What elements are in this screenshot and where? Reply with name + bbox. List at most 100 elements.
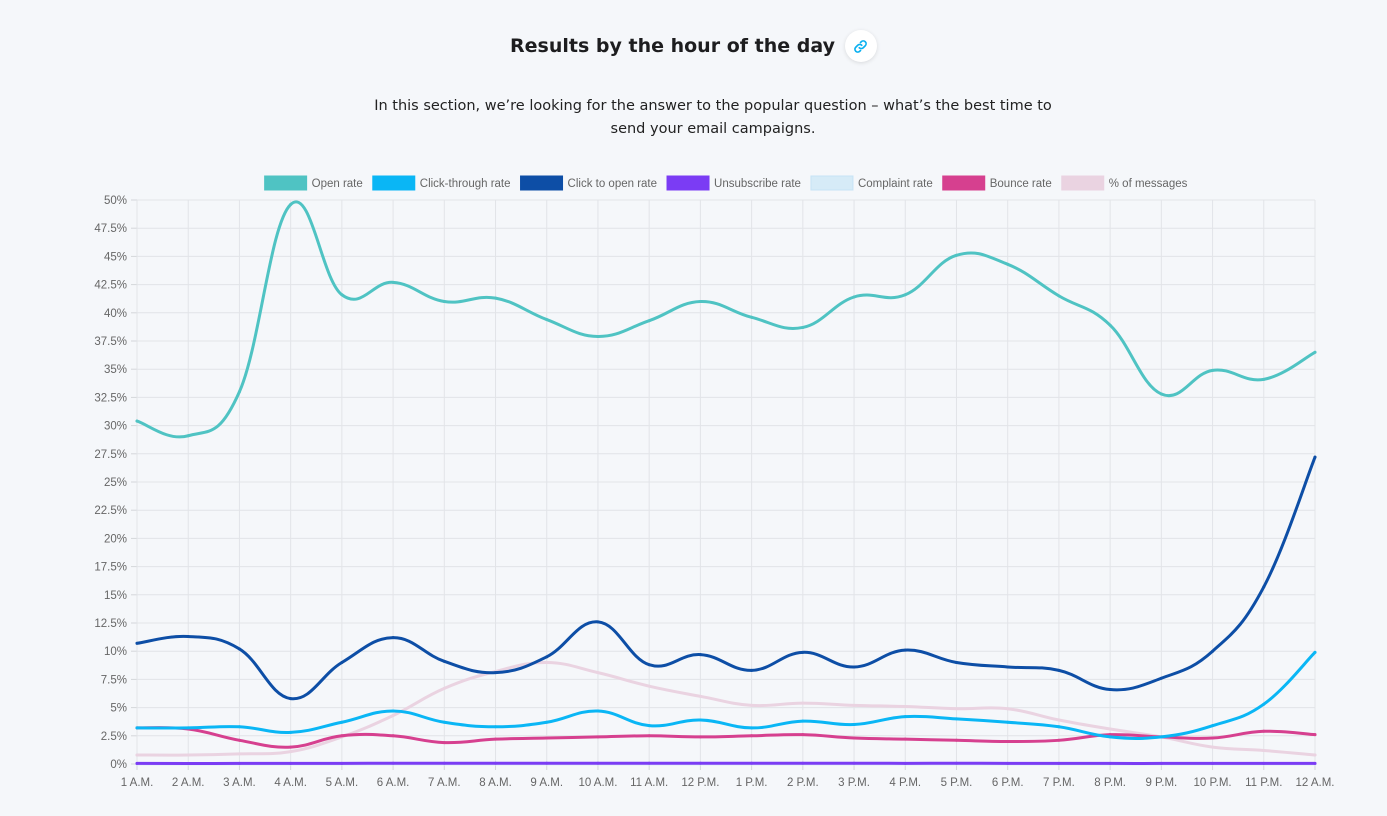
data-point[interactable] [1262, 748, 1266, 752]
data-point[interactable] [391, 734, 395, 738]
data-point[interactable] [340, 720, 344, 724]
data-point[interactable] [698, 735, 702, 739]
data-point[interactable] [647, 319, 651, 323]
data-point[interactable] [289, 203, 293, 207]
data-point[interactable] [545, 736, 549, 740]
data-point[interactable] [1211, 736, 1215, 740]
data-point[interactable] [1108, 735, 1112, 739]
data-point[interactable] [1313, 761, 1317, 765]
data-point[interactable] [442, 300, 446, 304]
data-point[interactable] [1159, 735, 1163, 739]
data-point[interactable] [545, 660, 549, 664]
data-point[interactable] [340, 660, 344, 664]
data-point[interactable] [698, 300, 702, 304]
data-point[interactable] [1211, 724, 1215, 728]
data-point[interactable] [1159, 392, 1163, 396]
data-point[interactable] [750, 761, 754, 765]
data-point[interactable] [545, 720, 549, 724]
data-point[interactable] [801, 719, 805, 723]
data-point[interactable] [1006, 739, 1010, 743]
data-point[interactable] [903, 761, 907, 765]
data-point[interactable] [1057, 738, 1061, 742]
data-point[interactable] [135, 726, 139, 730]
data-point[interactable] [1313, 650, 1317, 654]
data-point[interactable] [1006, 262, 1010, 266]
data-point[interactable] [442, 761, 446, 765]
data-point[interactable] [801, 733, 805, 737]
data-point[interactable] [954, 761, 958, 765]
legend-item-unsubscribe-rate[interactable]: Unsubscribe rate [666, 175, 801, 191]
data-point[interactable] [1262, 702, 1266, 706]
data-point[interactable] [340, 734, 344, 738]
data-point[interactable] [1262, 729, 1266, 733]
data-point[interactable] [801, 761, 805, 765]
data-point[interactable] [954, 717, 958, 721]
data-point[interactable] [1262, 585, 1266, 589]
data-point[interactable] [135, 761, 139, 765]
data-point[interactable] [852, 665, 856, 669]
data-point[interactable] [237, 647, 241, 651]
data-point[interactable] [750, 726, 754, 730]
data-point[interactable] [237, 752, 241, 756]
copy-link-button[interactable] [844, 30, 877, 62]
data-point[interactable] [1159, 676, 1163, 680]
data-point[interactable] [289, 761, 293, 765]
data-point[interactable] [545, 761, 549, 765]
data-point[interactable] [494, 725, 498, 729]
data-point[interactable] [391, 713, 395, 717]
data-point[interactable] [903, 293, 907, 297]
data-point[interactable] [596, 761, 600, 765]
data-point[interactable] [954, 253, 958, 257]
data-point[interactable] [1108, 323, 1112, 327]
data-point[interactable] [237, 738, 241, 742]
data-point[interactable] [647, 761, 651, 765]
data-point[interactable] [1262, 761, 1266, 765]
data-point[interactable] [545, 655, 549, 659]
data-point[interactable] [1313, 350, 1317, 354]
data-point[interactable] [289, 750, 293, 754]
data-point[interactable] [1057, 668, 1061, 672]
data-point[interactable] [340, 293, 344, 297]
legend-item-click-to-open-rate[interactable]: Click to open rate [520, 175, 658, 191]
data-point[interactable] [1057, 718, 1061, 722]
data-point[interactable] [1006, 665, 1010, 669]
legend-item-complaint-rate[interactable]: Complaint rate [810, 175, 933, 191]
data-point[interactable] [135, 753, 139, 757]
data-point[interactable] [903, 648, 907, 652]
data-point[interactable] [237, 761, 241, 765]
data-point[interactable] [954, 707, 958, 711]
data-point[interactable] [903, 737, 907, 741]
data-point[interactable] [186, 726, 190, 730]
data-point[interactable] [596, 334, 600, 338]
legend-item-of-messages[interactable]: % of messages [1061, 175, 1188, 191]
data-point[interactable] [852, 723, 856, 727]
data-point[interactable] [647, 724, 651, 728]
data-point[interactable] [237, 725, 241, 729]
data-point[interactable] [237, 390, 241, 394]
data-point[interactable] [1006, 720, 1010, 724]
data-point[interactable] [1108, 761, 1112, 765]
data-point[interactable] [545, 318, 549, 322]
data-point[interactable] [1211, 649, 1215, 653]
data-point[interactable] [698, 718, 702, 722]
data-point[interactable] [750, 315, 754, 319]
data-point[interactable] [1262, 377, 1266, 381]
data-point[interactable] [442, 659, 446, 663]
data-point[interactable] [289, 730, 293, 734]
data-point[interactable] [698, 694, 702, 698]
data-point[interactable] [1211, 368, 1215, 372]
data-point[interactable] [1211, 745, 1215, 749]
data-point[interactable] [1313, 753, 1317, 757]
data-point[interactable] [954, 738, 958, 742]
data-point[interactable] [647, 734, 651, 738]
data-point[interactable] [494, 761, 498, 765]
data-point[interactable] [1057, 294, 1061, 298]
legend-item-open-rate[interactable]: Open rate [264, 175, 363, 191]
data-point[interactable] [596, 735, 600, 739]
data-point[interactable] [647, 684, 651, 688]
data-point[interactable] [801, 325, 805, 329]
data-point[interactable] [135, 641, 139, 645]
data-point[interactable] [442, 720, 446, 724]
data-point[interactable] [1057, 725, 1061, 729]
data-point[interactable] [903, 704, 907, 708]
